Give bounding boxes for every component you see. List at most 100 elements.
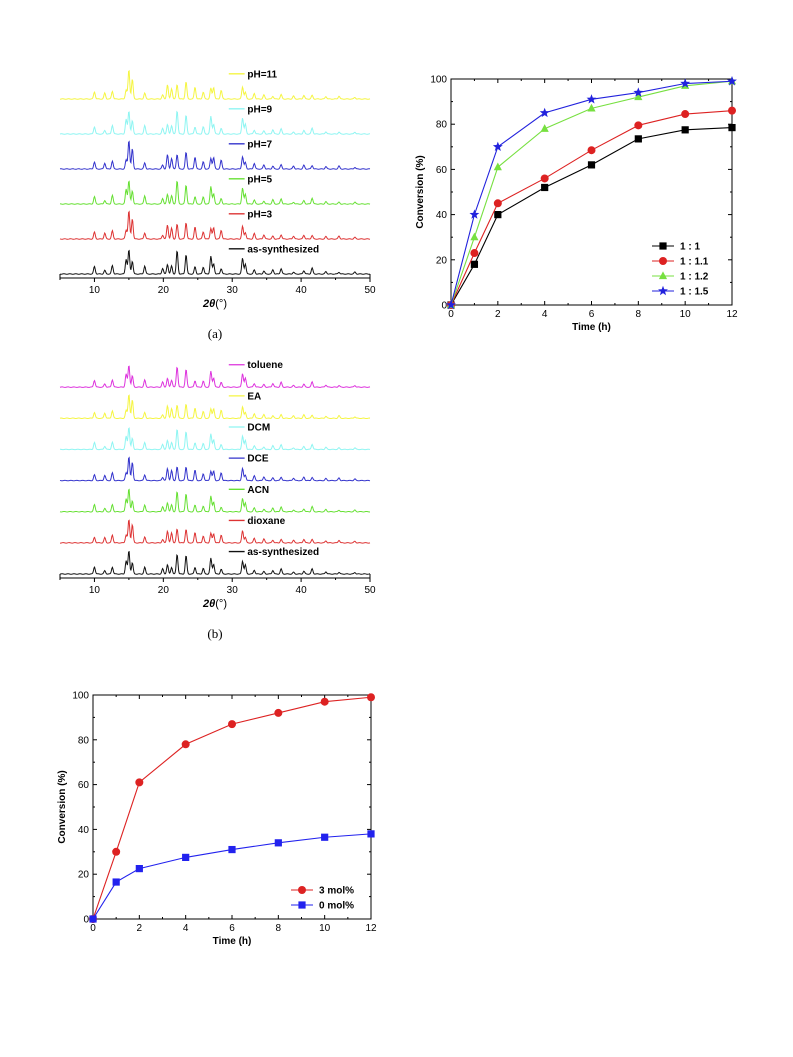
x-tick-label: 50 (364, 585, 376, 596)
x-tick-label: 4 (542, 309, 548, 320)
legend-label: 1 : 1 (680, 242, 700, 253)
series-line (92, 696, 372, 920)
data-point-star (469, 209, 480, 219)
x-tick-label: 10 (680, 309, 692, 320)
data-point-circle (320, 697, 329, 706)
xrd-pattern-line (59, 180, 371, 205)
x-tick-label: 12 (726, 309, 738, 320)
xrd-pattern-line (59, 210, 371, 240)
xrd-pattern-line (59, 69, 371, 100)
data-point-circle (728, 106, 736, 115)
legend-label: 0 mol% (319, 901, 354, 912)
xrd-pattern-line (59, 110, 371, 135)
xrd-pattern-line (59, 456, 371, 482)
data-point-circle (470, 249, 479, 258)
data-point-square (274, 839, 282, 847)
x-tick-label: 8 (636, 309, 642, 320)
legend-label: 3 mol% (319, 886, 354, 897)
data-point-circle (112, 847, 121, 856)
data-point-square (367, 830, 375, 838)
series-line (450, 80, 733, 306)
x-axis-symbol: 2θ (202, 298, 215, 310)
data-point-square (634, 135, 642, 143)
data-point-circle (135, 778, 144, 787)
y-axis-label: Conversion (%) (415, 155, 426, 228)
data-point-square (541, 183, 549, 192)
xrd-pattern-line (59, 140, 371, 170)
x-tick-label: 20 (158, 585, 170, 596)
y-tick-label: 80 (78, 735, 90, 746)
data-point-square (494, 211, 502, 219)
xrd-panel-xrd-ph: 10 20 30 40 50 2θ(°) pH=11 pH=9 pH=7 pH=5 pH=3 as-s… (59, 69, 376, 341)
data-point-square (587, 161, 596, 169)
data-point-square (728, 123, 736, 132)
data-point-triangle (587, 103, 596, 112)
x-axis-label: 2θ(°) (202, 298, 227, 310)
x-axis-unit: (°) (215, 298, 227, 310)
xrd-pattern-line (59, 365, 371, 388)
series-label: as-synthesized (247, 547, 319, 558)
data-point-triangle (634, 92, 643, 101)
series-label: pH=7 (247, 139, 272, 150)
x-tick-label: 10 (89, 285, 101, 296)
y-tick-label: 60 (78, 780, 90, 791)
xrd-pattern-line (59, 249, 371, 275)
data-point-triangle (470, 232, 479, 241)
x-tick-label: 0 (90, 923, 96, 934)
data-point-circle (181, 740, 190, 749)
y-axis-label: Conversion (%) (57, 770, 68, 843)
series-label: DCM (247, 423, 270, 434)
x-axis-label: Time (h) (213, 936, 252, 947)
x-tick-label: 40 (296, 585, 308, 596)
x-tick-label: 2 (495, 309, 501, 320)
x-tick-label: 20 (158, 285, 170, 296)
data-point-square (228, 845, 236, 854)
data-point-square (112, 878, 120, 886)
series-line (450, 80, 733, 306)
x-tick-label: 30 (227, 585, 239, 596)
data-point-circle (659, 257, 667, 265)
x-axis-symbol: 2θ (202, 598, 215, 610)
x-tick-label: 4 (183, 923, 189, 934)
y-tick-label: 40 (78, 825, 90, 836)
x-axis-label: Time (h) (572, 322, 611, 333)
x-tick-label: 0 (448, 309, 454, 320)
data-point-square (321, 833, 329, 841)
data-point-star (727, 76, 737, 86)
x-axis-unit: (°) (215, 598, 227, 610)
data-point-star (586, 94, 597, 104)
data-point-square (659, 242, 667, 250)
x-tick-label: 8 (276, 923, 282, 934)
data-point-circle (493, 199, 502, 208)
data-point-triangle (658, 271, 668, 280)
series-line (450, 127, 733, 306)
data-point-star (446, 299, 456, 310)
y-tick-label: 20 (436, 255, 448, 266)
x-tick-label: 10 (89, 585, 101, 596)
line-panel-conversion-loading: 0 2 4 6 8 10 12 0 20 40 60 80 100 Time (h) Conversion … (57, 691, 377, 948)
data-point-square (681, 126, 689, 134)
xrd-pattern-line (59, 488, 371, 513)
series-label: ACN (247, 485, 269, 496)
x-tick-label: 12 (365, 923, 377, 934)
y-tick-label: 100 (430, 75, 447, 86)
xrd-panel-xrd-solvent: 10 20 30 40 50 2θ(°) toluene EA DCM DCE ACN dioxane… (59, 360, 376, 641)
data-point-circle (634, 121, 643, 130)
xrd-pattern-line (59, 519, 371, 544)
y-tick-label: 0 (441, 301, 447, 312)
series-label: dioxane (247, 516, 285, 527)
legend-label: 1 : 1.5 (680, 287, 709, 298)
x-tick-label: 10 (319, 923, 331, 934)
data-point-square (182, 853, 190, 861)
data-point-square (89, 915, 97, 923)
data-point-star (492, 141, 503, 152)
x-tick-label: 50 (364, 285, 376, 296)
series-label: pH=9 (247, 104, 272, 115)
xrd-pattern-line (59, 427, 371, 451)
xrd-pattern-line (59, 394, 371, 420)
series-label: pH=3 (247, 209, 272, 220)
data-point-square (135, 865, 143, 873)
x-tick-label: 40 (296, 285, 308, 296)
data-point-square (298, 901, 306, 909)
